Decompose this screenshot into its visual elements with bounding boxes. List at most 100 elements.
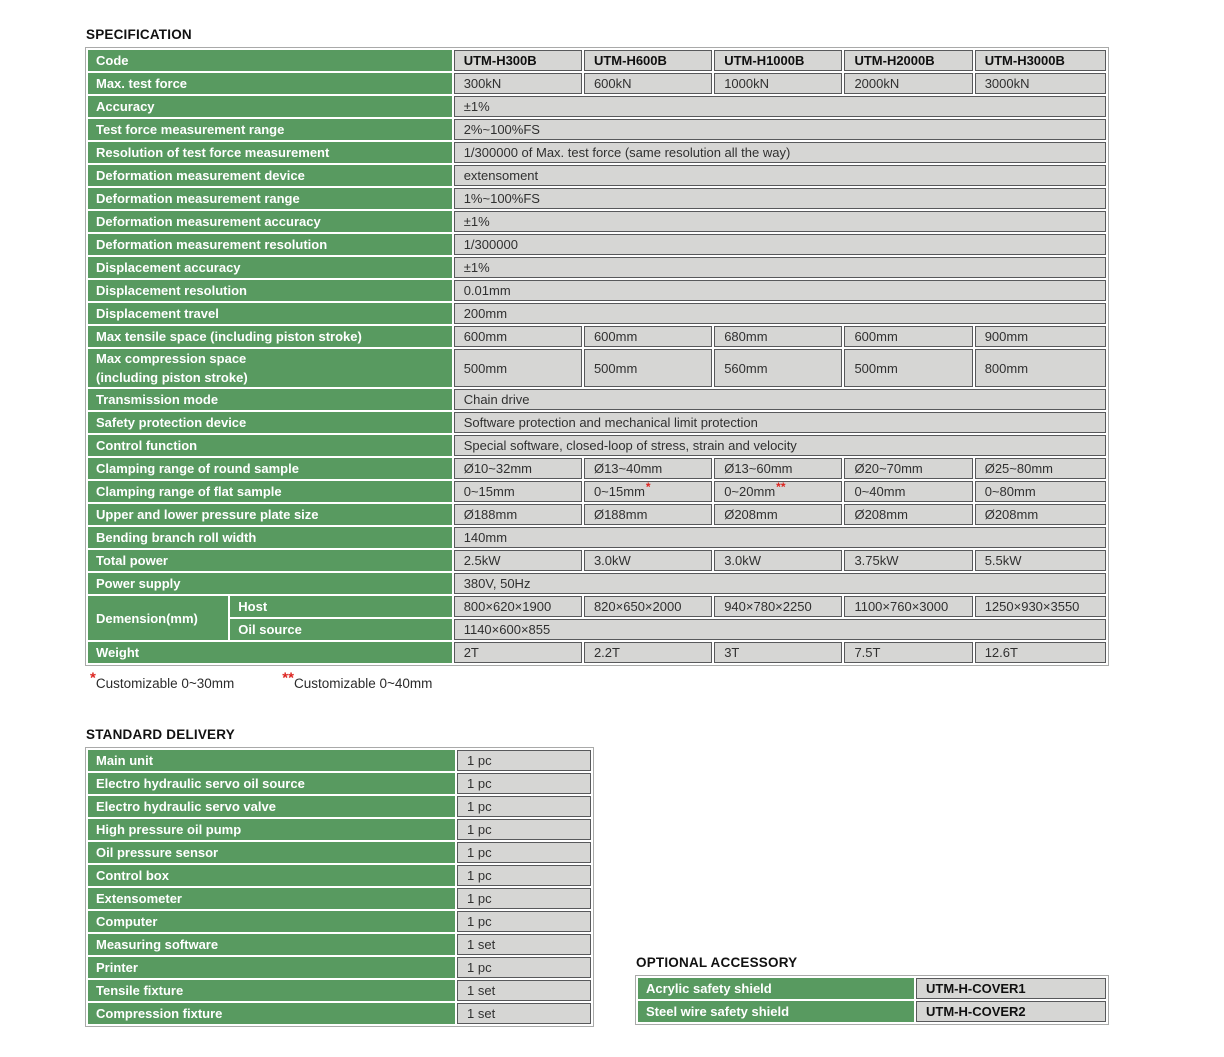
table-row: Steel wire safety shield UTM-H-COVER2 <box>638 1001 1106 1022</box>
cell-text: 600mm <box>463 329 508 344</box>
cell-text: 0~15mm <box>463 484 515 499</box>
spec-row-label: Deformation measurement resolution <box>88 234 452 255</box>
spec-cell-value: 0~15mm* <box>583 481 713 502</box>
spec-cell-value: 800mm <box>974 349 1106 387</box>
cell-text: extensoment <box>463 168 539 183</box>
delivery-item-label: Tensile fixture <box>88 980 455 1001</box>
cell-text: 1 pc <box>467 799 492 814</box>
spec-cell-value: 820×650×2000 <box>583 596 713 617</box>
cell-text: 2.2T <box>593 645 620 660</box>
cell-text: 1/300000 <box>463 237 518 252</box>
table-row: Main unit 1 pc <box>88 750 591 771</box>
cell-text: Ø208mm <box>724 507 778 522</box>
cell-text: 1 pc <box>467 914 492 929</box>
label-text: Demension(mm) <box>96 610 198 626</box>
cell-text: Software protection and mechanical limit… <box>463 415 758 430</box>
cell-text: 800×620×1900 <box>463 599 552 614</box>
spec-cell-value: 500mm <box>453 349 582 387</box>
table-row: Control box 1 pc <box>88 865 591 886</box>
spec-cell-value: Chain drive <box>453 389 1106 410</box>
delivery-item-label: Measuring software <box>88 934 455 955</box>
spec-cell-value: Ø208mm <box>844 504 973 525</box>
label-text-line2: (including piston stroke) <box>96 370 248 385</box>
cell-text: 600mm <box>593 329 638 344</box>
spec-cell-value: 140mm <box>453 527 1106 548</box>
label-text: Max compression space <box>96 351 247 366</box>
label-text: Displacement accuracy <box>96 260 241 275</box>
spec-row-label: Max. test force <box>88 73 452 94</box>
spec-cell-value: Special software, closed-loop of stress,… <box>453 435 1106 456</box>
spec-cell-value: 1250×930×3550 <box>974 596 1106 617</box>
cell-text: 3.75kW <box>854 553 899 568</box>
spec-cell-value: ±1% <box>453 211 1106 232</box>
spec-row-label: Displacement travel <box>88 303 452 324</box>
label-text: Upper and lower pressure plate size <box>96 507 319 522</box>
spec-cell-value: 200mm <box>453 303 1106 324</box>
spec-row-label: Safety protection device <box>88 412 452 433</box>
cell-text: 7.5T <box>854 645 881 660</box>
cell-text: ±1% <box>463 99 490 114</box>
table-row: Demension(mm) Host 800×620×1900 820×650×200… <box>88 596 1106 640</box>
spec-cell-value: 1000kN <box>714 73 843 94</box>
footnote-mark: ** <box>776 481 786 494</box>
label-text: Extensometer <box>96 891 182 906</box>
cell-text: 0~40mm <box>854 484 906 499</box>
table-row: Displacement resolution 0.01mm <box>88 280 1106 301</box>
table-row: Clamping range of flat sample 0~15mm 0~15m… <box>88 481 1106 502</box>
label-text: Max. test force <box>96 76 188 91</box>
spec-cell-value: 300kN <box>453 73 582 94</box>
spec-row-label: Bending branch roll width <box>88 527 452 548</box>
table-row: Extensometer 1 pc <box>88 888 591 909</box>
spec-cell-value: 2.5kW <box>453 550 582 571</box>
delivery-item-qty: 1 pc <box>457 842 591 863</box>
delivery-item-qty: 1 pc <box>457 773 591 794</box>
spec-cell-value: 600mm <box>583 326 713 347</box>
table-row: Upper and lower pressure plate size Ø188m… <box>88 504 1106 525</box>
spec-row-label: Upper and lower pressure plate size <box>88 504 452 525</box>
specification-title: SPECIFICATION <box>86 27 192 42</box>
label-text: Safety protection device <box>96 415 247 430</box>
label-text: Oil pressure sensor <box>96 845 219 860</box>
cell-text: 12.6T <box>984 645 1018 660</box>
cell-text: 0~15mm <box>593 484 645 499</box>
cell-text: 0~80mm <box>984 484 1036 499</box>
label-text: Total power <box>96 553 168 568</box>
cell-text: 380V, 50Hz <box>463 576 531 591</box>
footnote: *Customizable 0~30mm <box>90 671 234 692</box>
table-row: Resolution of test force measurement 1/30… <box>88 142 1106 163</box>
spec-row-label: Control function <box>88 435 452 456</box>
spec-cell-value: 2%~100%FS <box>453 119 1106 140</box>
cell-text: UTM-H-COVER1 <box>926 981 1026 996</box>
spec-row-label: Weight <box>88 642 452 663</box>
spec-row-label: Displacement accuracy <box>88 257 452 278</box>
cell-text: 3000kN <box>984 76 1030 91</box>
table-row: Clamping range of round sample Ø10~32mm Ø1… <box>88 458 1106 479</box>
spec-cell-value: Ø188mm <box>583 504 713 525</box>
spec-cell-value: 3.0kW <box>583 550 713 571</box>
spec-row-label: Deformation measurement device <box>88 165 452 186</box>
label-text: Control function <box>96 438 198 453</box>
label-text: Max tensile space (including piston stro… <box>96 329 362 344</box>
delivery-item-qty: 1 pc <box>457 865 591 886</box>
cell-text: Ø208mm <box>854 507 908 522</box>
spec-row-label: Clamping range of flat sample <box>88 481 452 502</box>
cell-text: UTM-H-COVER2 <box>926 1004 1026 1019</box>
spec-cell-value: Software protection and mechanical limit… <box>453 412 1106 433</box>
delivery-item-qty: 1 pc <box>457 750 591 771</box>
label-text: High pressure oil pump <box>96 822 242 837</box>
label-text: Electro hydraulic servo oil source <box>96 776 305 791</box>
spec-cell-value: Ø10~32mm <box>453 458 582 479</box>
delivery-item-label: High pressure oil pump <box>88 819 455 840</box>
cell-text: 2T <box>463 645 479 660</box>
spec-cell-value: 500mm <box>583 349 713 387</box>
spec-cell-value: 3.0kW <box>714 550 843 571</box>
spec-cell-value: extensoment <box>453 165 1106 186</box>
table-row: Weight 2T 2.2T 3T 7.5T 12.6T <box>88 642 1106 663</box>
footnote-text: Customizable 0~40mm <box>293 676 433 691</box>
spec-row-label: Code <box>88 50 452 71</box>
spec-cell-value: 3.75kW <box>844 550 973 571</box>
cell-text: 800mm <box>984 360 1029 376</box>
spec-row-label: Displacement resolution <box>88 280 452 301</box>
delivery-item-qty: 1 pc <box>457 888 591 909</box>
cell-text: Ø188mm <box>463 507 518 522</box>
